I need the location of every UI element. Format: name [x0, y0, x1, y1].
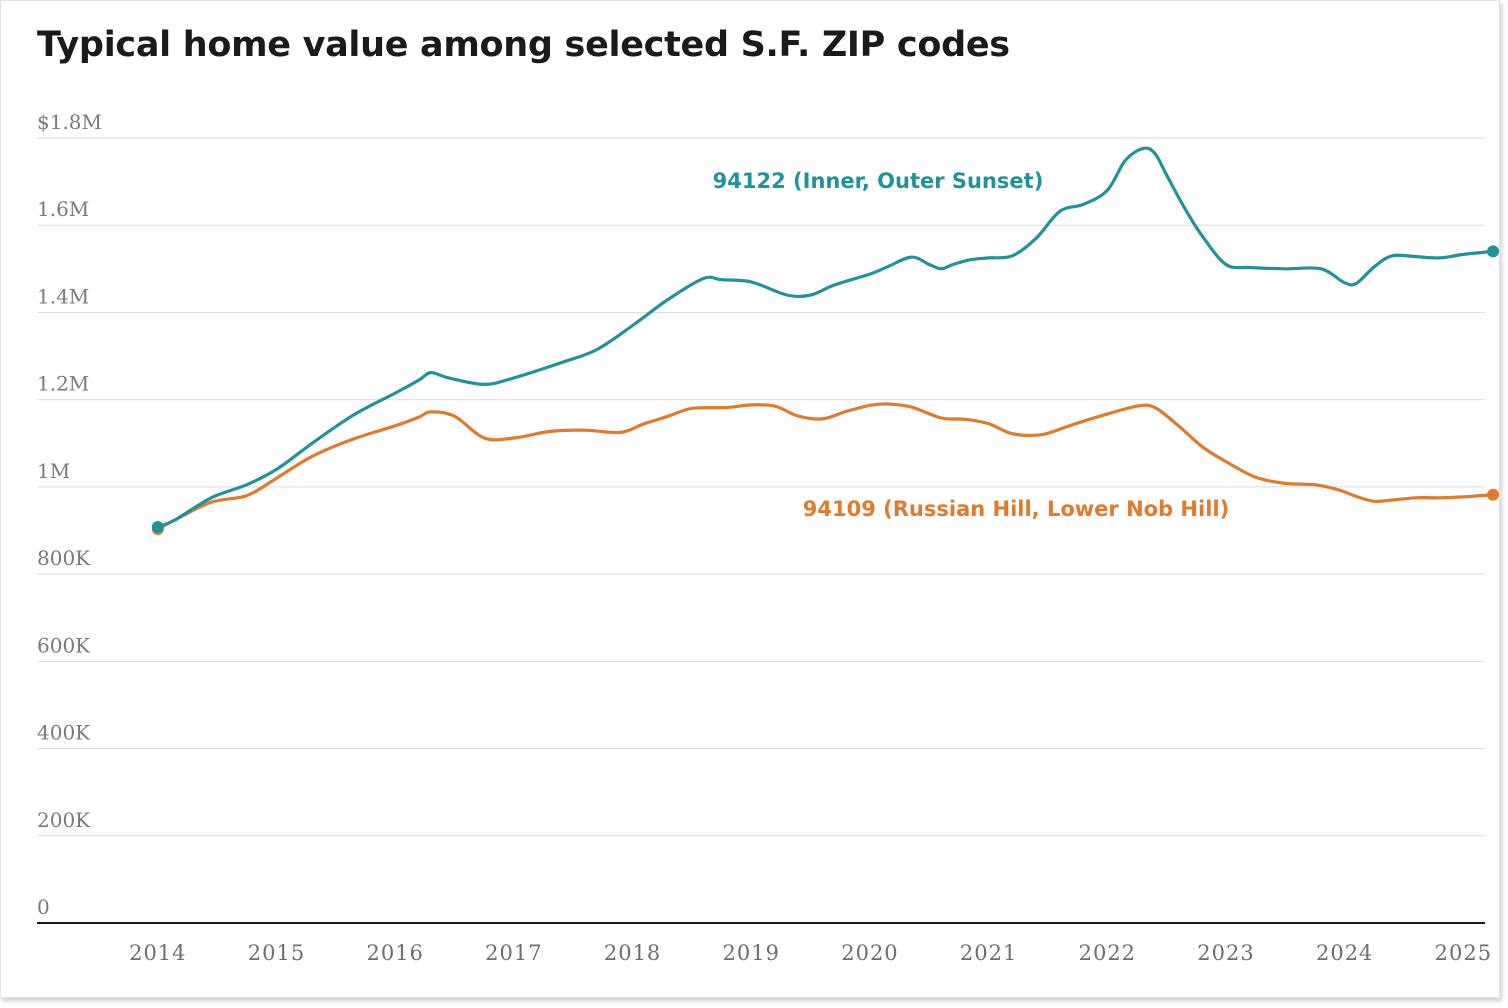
- series-labels: 94122 (Inner, Outer Sunset) 94109 (Russia…: [713, 169, 1230, 521]
- series-label-0: 94122 (Inner, Outer Sunset): [713, 169, 1044, 193]
- series-label-1: 94109 (Russian Hill, Lower Nob Hill): [803, 497, 1229, 521]
- x-tick-label: 2023: [1197, 941, 1254, 965]
- x-tick-label: 2018: [604, 941, 661, 965]
- chart-title: Typical home value among selected S.F. Z…: [37, 25, 1010, 65]
- x-tick-label: 2024: [1316, 941, 1373, 965]
- x-tick-label: 2019: [723, 941, 780, 965]
- y-tick-label: 400K: [37, 721, 91, 745]
- gridlines: [37, 137, 1485, 837]
- x-tick-label: 2014: [129, 941, 186, 965]
- y-tick-label: 0: [37, 895, 50, 919]
- series-lines: [151, 146, 1500, 536]
- series-start-dot-0: [151, 521, 164, 534]
- x-tick-label: 2020: [841, 941, 898, 965]
- series-line-1: [156, 402, 1495, 531]
- y-tick-label: 1.4M: [37, 284, 89, 308]
- x-axis-ticks: 2014 2015 2016 2017 2018 2019 2020 2021 2022 2023…: [129, 941, 1492, 965]
- x-tick-label: 2021: [960, 941, 1017, 965]
- y-tick-label: 1.2M: [37, 372, 89, 396]
- y-tick-label: 200K: [37, 808, 91, 832]
- x-tick-label: 2017: [485, 941, 542, 965]
- y-axis-ticks: 0 200K 400K 600K 800K 1M 1.2M 1.4M 1.6M $1.8M: [37, 110, 102, 919]
- series-end-dot-0: [1487, 245, 1500, 258]
- y-tick-label: 800K: [37, 546, 91, 570]
- x-tick-label: 2016: [366, 941, 423, 965]
- series-end-dot-1: [1487, 488, 1500, 501]
- y-tick-label: 1.6M: [37, 197, 89, 221]
- y-tick-label: 1M: [37, 459, 70, 483]
- y-tick-label: 600K: [37, 633, 91, 657]
- series-line-0: [156, 146, 1495, 529]
- x-tick-label: 2015: [248, 941, 305, 965]
- y-tick-label: $1.8M: [37, 110, 102, 134]
- x-tick-label: 2022: [1079, 941, 1136, 965]
- x-tick-label: 2025: [1435, 941, 1492, 965]
